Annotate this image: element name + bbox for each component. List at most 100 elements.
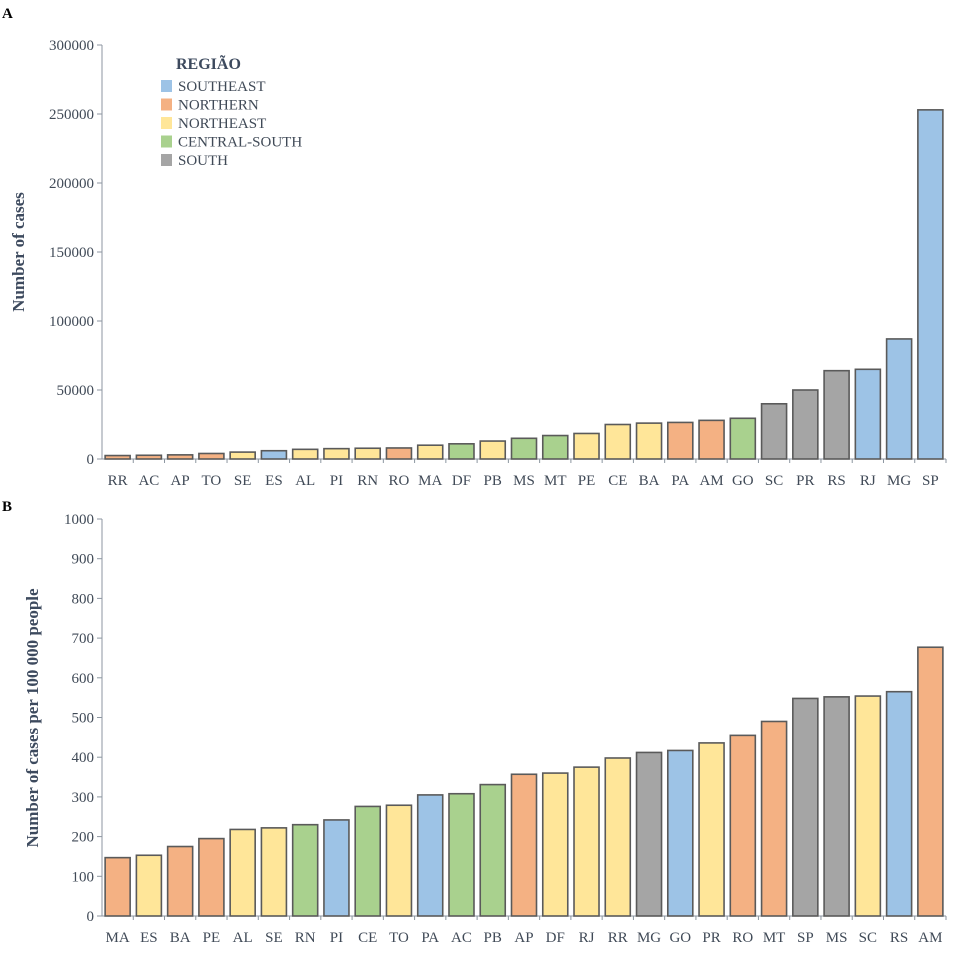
bar-go — [729, 417, 757, 460]
panel-b-chart: B Number of cases per 100 000 people 0 10… — [2, 499, 947, 946]
bar-ro — [729, 734, 757, 917]
x-tick-label-pb: PB — [484, 930, 502, 946]
bar-pa — [666, 421, 694, 460]
bar-rj — [854, 368, 882, 460]
bar-ba — [635, 422, 663, 460]
x-tick-label-es: ES — [140, 930, 158, 946]
x-tick-label-pr: PR — [702, 930, 720, 946]
x-tick-label-ce: CE — [358, 930, 377, 946]
bar-rj — [573, 766, 600, 917]
x-tick-label-to: TO — [389, 930, 409, 946]
x-tick-label-to: TO — [202, 473, 222, 489]
x-tick-label-ba: BA — [639, 473, 660, 489]
legend-label-northern: NORTHERN — [178, 98, 259, 114]
bar-mg — [635, 751, 663, 917]
bar-al — [229, 828, 256, 917]
bar-am — [698, 419, 725, 460]
legend-title: REGIÃO — [176, 54, 241, 73]
y-tick-label: 150000 — [49, 245, 94, 261]
bar-ap — [166, 454, 194, 460]
y-tick-label: 700 — [72, 631, 95, 647]
y-tick-label: 200 — [72, 830, 95, 846]
x-tick-label-pr: PR — [796, 473, 814, 489]
bar-pe — [573, 432, 600, 460]
bar-ms — [510, 437, 538, 460]
y-tick-label: 100000 — [49, 314, 94, 330]
legend-swatch-southeast — [161, 80, 172, 92]
x-tick-label-pa: PA — [421, 930, 439, 946]
y-tick-label: 800 — [72, 591, 95, 607]
bar-pb — [479, 440, 507, 460]
bar-sc — [854, 695, 882, 917]
x-tick-label-ac: AC — [451, 930, 472, 946]
x-tick-label-ro: RO — [389, 473, 410, 489]
bar-rn — [291, 823, 319, 917]
bar-pr — [792, 389, 819, 460]
y-tick-label: 300 — [72, 790, 95, 806]
y-tick-label: 600 — [72, 671, 95, 687]
bar-pb — [479, 783, 507, 917]
y-tick-label: 0 — [87, 452, 95, 468]
bar-to — [198, 452, 225, 460]
bar-se — [229, 451, 256, 460]
bar-ma — [416, 444, 444, 460]
bar-pi — [323, 819, 350, 917]
x-tick-label-ro: RO — [732, 930, 753, 946]
x-tick-label-sc: SC — [765, 473, 783, 489]
y-tick-label: 200000 — [49, 176, 94, 192]
bar-ce — [354, 805, 382, 917]
legend: REGIÃO SOUTHEAST NORTHERN NORTHEAST CENTRAL… — [161, 54, 302, 169]
y-tick-label: 900 — [72, 552, 95, 568]
panel-b-bars — [104, 646, 944, 917]
x-tick-label-ac: AC — [138, 473, 159, 489]
panel-a-axes: 0 50000 100000 150000 200000 250000 300000 RR AC… — [49, 38, 947, 489]
x-tick-label-df: DF — [546, 930, 565, 946]
bar-pe — [198, 837, 225, 917]
x-tick-label-sc: SC — [859, 930, 877, 946]
bar-pi — [323, 447, 350, 460]
panel-b-y-axis-title: Number of cases per 100 000 people — [23, 588, 42, 848]
bar-rn — [354, 447, 382, 460]
bar-ce — [604, 423, 632, 460]
x-tick-label-se: SE — [234, 473, 252, 489]
bar-sp — [917, 109, 944, 460]
x-tick-label-ap: AP — [171, 473, 190, 489]
bar-df — [448, 443, 475, 460]
y-tick-label: 500 — [72, 711, 95, 727]
x-tick-label-pb: PB — [484, 473, 502, 489]
bar-ma — [104, 856, 131, 917]
y-tick-label: 50000 — [57, 383, 95, 399]
x-tick-label-mg: MG — [637, 930, 661, 946]
legend-label-northeast: NORTHEAST — [178, 116, 266, 132]
x-tick-label-mg: MG — [887, 473, 911, 489]
legend-label-south: SOUTH — [178, 153, 228, 169]
bar-pa — [416, 794, 444, 917]
legend-swatch-northeast — [161, 117, 172, 129]
x-tick-label-pe: PE — [578, 473, 596, 489]
x-tick-label-rs: RS — [827, 473, 845, 489]
y-tick-label: 1000 — [64, 512, 94, 528]
y-tick-label: 300000 — [49, 38, 94, 54]
x-tick-label-rn: RN — [357, 473, 378, 489]
legend-label-southeast: SOUTHEAST — [178, 79, 266, 95]
x-tick-label-pa: PA — [671, 473, 689, 489]
bar-sc — [760, 402, 788, 460]
bar-rs — [823, 369, 850, 460]
x-tick-label-go: GO — [732, 473, 754, 489]
x-tick-label-mt: MT — [763, 930, 786, 946]
x-tick-label-rj: RJ — [579, 930, 595, 946]
x-tick-label-rs: RS — [890, 930, 908, 946]
bar-ro — [385, 447, 413, 460]
x-tick-label-df: DF — [452, 473, 471, 489]
x-tick-label-rj: RJ — [860, 473, 876, 489]
legend-swatch-northern — [161, 98, 172, 111]
panel-b-axes: 0 100 200 300 400 500 600 700 800 900 1000 MA ES BA PE… — [64, 512, 947, 946]
x-tick-label-pi: PI — [330, 473, 343, 489]
bar-pr — [698, 742, 725, 917]
bar-am — [917, 646, 944, 917]
bar-rr — [604, 757, 632, 917]
bar-mg — [885, 338, 913, 460]
bar-ba — [166, 845, 194, 917]
x-tick-label-ms: MS — [513, 473, 535, 489]
x-tick-label-al: AL — [295, 473, 315, 489]
